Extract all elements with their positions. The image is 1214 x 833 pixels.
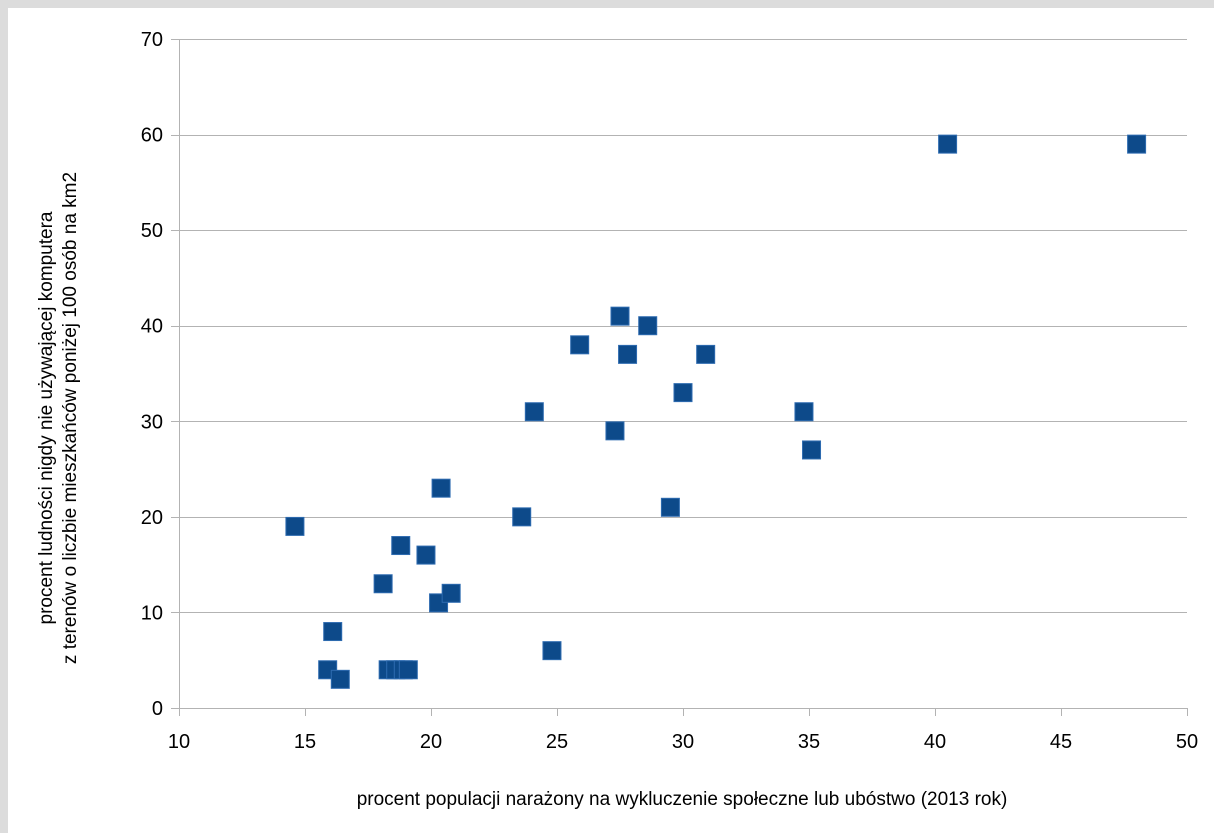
data-point-26 xyxy=(802,440,822,460)
data-point-20 xyxy=(618,344,638,364)
x-axis-label: procent populacji narażony na wykluczeni… xyxy=(357,789,1008,810)
chart-frame xyxy=(8,8,1214,833)
data-point-17 xyxy=(570,335,590,355)
y-tick-label: 10 xyxy=(141,602,163,624)
y-tick-label: 50 xyxy=(141,220,163,242)
gridlines xyxy=(171,39,1187,709)
data-point-19 xyxy=(610,306,630,326)
y-axis-label: procent ludności nigdy nie używającej ko… xyxy=(36,172,81,664)
x-tick-label: 45 xyxy=(1050,731,1072,753)
data-point-23 xyxy=(673,383,693,403)
data-point-25 xyxy=(794,402,814,422)
y-tick-labels: 0 10 20 30 40 50 60 70 xyxy=(141,29,163,720)
data-point-10 xyxy=(416,545,436,565)
x-tick-label: 30 xyxy=(672,731,694,753)
data-point-9 xyxy=(391,536,411,556)
y-tick-label: 20 xyxy=(141,507,163,529)
data-point-22 xyxy=(660,497,680,517)
x-tick-label: 35 xyxy=(798,731,820,753)
y-axis-label-line-2: z terenów o liczbie mieszkańców poniżej … xyxy=(60,172,81,664)
data-point-16 xyxy=(542,641,562,661)
data-point-2 xyxy=(323,622,343,642)
x-tick-labels: 10 15 20 25 30 35 40 45 50 xyxy=(168,731,1198,753)
data-point-15 xyxy=(524,402,544,422)
x-tick-label: 15 xyxy=(294,731,316,753)
y-tick-label: 40 xyxy=(141,316,163,338)
data-point-27 xyxy=(938,134,958,154)
x-tick-label: 10 xyxy=(168,731,190,753)
data-point-21 xyxy=(638,316,658,336)
y-tick-label: 30 xyxy=(141,411,163,433)
y-tick-label: 60 xyxy=(141,125,163,147)
data-point-13 xyxy=(441,583,461,603)
data-point-0 xyxy=(285,516,305,536)
data-point-14 xyxy=(512,507,532,527)
data-point-8 xyxy=(398,660,418,680)
x-tick-label: 20 xyxy=(420,731,442,753)
x-tick-label: 25 xyxy=(546,731,568,753)
y-axis-label-line-1: procent ludności nigdy nie używającej ko… xyxy=(36,211,57,624)
data-point-28 xyxy=(1127,134,1147,154)
x-tick-label: 50 xyxy=(1176,731,1198,753)
data-point-3 xyxy=(330,669,350,689)
x-tick-label: 40 xyxy=(924,731,946,753)
axes xyxy=(171,39,1188,716)
data-point-4 xyxy=(373,574,393,594)
y-tick-label: 0 xyxy=(152,698,163,720)
data-point-12 xyxy=(431,478,451,498)
data-point-18 xyxy=(605,421,625,441)
y-tick-label: 70 xyxy=(141,29,163,51)
data-point-24 xyxy=(696,344,716,364)
data-points xyxy=(285,134,1147,689)
